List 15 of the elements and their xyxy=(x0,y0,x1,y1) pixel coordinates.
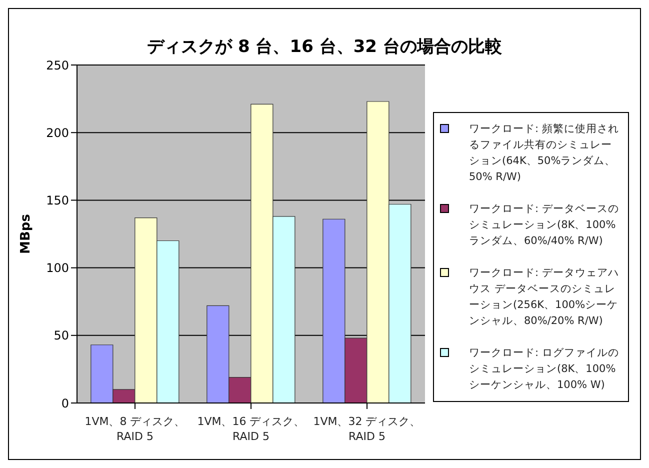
y-tick-label: 100 xyxy=(46,261,69,276)
legend-label: ワークロード: 頻繁に使用されるファイル共有のシミュレーション(64K、50%ランダム、50% R/W) xyxy=(469,122,620,185)
y-tick-label: 200 xyxy=(46,126,69,140)
y-tick-label: 150 xyxy=(46,193,69,208)
x-tick-label: 1VM、16 ディスク、 RAID 5 xyxy=(197,415,305,443)
legend-label: ワークロード: データウェアハウス データベースのシミュレーション(256K、100%シーケンシャル、80%/20% R/W) xyxy=(469,266,620,329)
y-axis-title: MBps xyxy=(18,214,34,254)
y-tick-label: 250 xyxy=(46,58,69,72)
chart-title: ディスクが 8 台、16 台、32 台の場合の比較 xyxy=(146,36,503,57)
legend-label: ワークロード: データベースのシミュレーション(8K、100%ランダム、60%/40% R/W) xyxy=(469,202,620,249)
legend-label: ワークロード: ログファイルのシミュレーション(8K、100%シーケンシャル、100% W) xyxy=(469,346,620,393)
x-tick-label: 1VM、32 ディスク、 RAID 5 xyxy=(313,415,421,443)
y-tick-label: 0 xyxy=(61,396,69,410)
y-tick-label: 50 xyxy=(54,328,69,343)
x-tick-label: 1VM、8 ディスク、 RAID 5 xyxy=(84,415,186,443)
